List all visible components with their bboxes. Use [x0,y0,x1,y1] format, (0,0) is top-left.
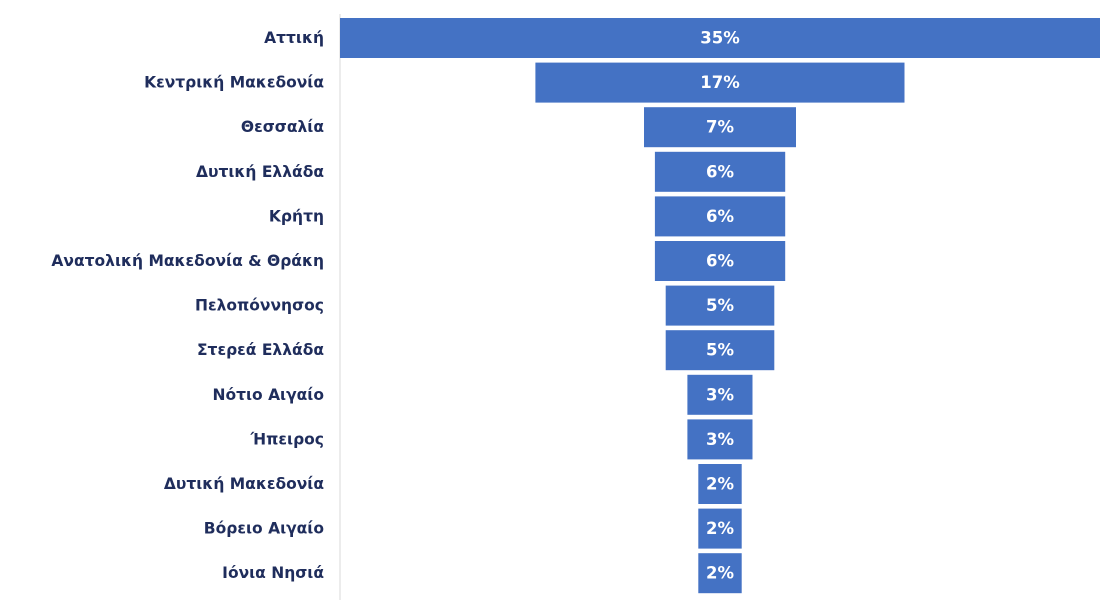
funnel-bar [665,285,775,326]
bars-group [340,18,1100,594]
funnel-bar [698,464,742,504]
value-label: 3% [706,385,734,404]
value-label: 17% [700,73,740,92]
value-label: 5% [706,296,734,315]
category-label: Δυτική Ελλάδα [196,163,324,181]
value-label: 7% [706,118,734,137]
category-label: Ιόνια Νησιά [222,564,324,582]
category-label: Ήπειρος [250,430,325,448]
value-label: 6% [706,252,734,271]
value-label: 2% [706,519,734,538]
category-label: Ανατολική Μακεδονία & Θράκη [51,252,324,270]
category-label: Δυτική Μακεδονία [164,475,324,493]
funnel-bar [698,508,742,549]
category-label: Αττική [264,29,324,47]
category-label: Κεντρική Μακεδονία [144,74,324,92]
funnel-bar [654,196,786,237]
funnel-bar [654,241,786,281]
category-labels-group: Αττική Κεντρική Μακεδονία Θεσσαλία Δυτική Ε… [51,29,324,582]
funnel-bar [535,62,905,103]
value-label: 2% [706,564,734,583]
funnel-bar [340,18,1100,58]
category-label: Στερεά Ελλάδα [197,341,324,359]
value-label: 6% [706,207,734,226]
category-label: Νότιο Αιγαίο [212,386,324,404]
value-label: 6% [706,162,734,181]
value-label: 3% [706,430,734,449]
funnel-bar [644,107,796,148]
funnel-bar [687,374,753,415]
category-label: Βόρειο Αιγαίο [204,520,324,538]
category-label: Πελοπόννησος [195,297,324,315]
funnel-bar [687,419,753,460]
value-label: 2% [706,475,734,494]
value-label: 35% [700,29,740,48]
funnel-bar [698,553,742,594]
funnel-bar [654,151,786,192]
category-label: Κρήτη [269,207,324,225]
funnel-bar [665,330,775,371]
value-labels-group: 35% 17% 7% 6% 6% 6% 5% 5% 3% 3% 2% 2% 2% [700,29,740,583]
value-label: 5% [706,341,734,360]
category-label: Θεσσαλία [241,118,324,136]
